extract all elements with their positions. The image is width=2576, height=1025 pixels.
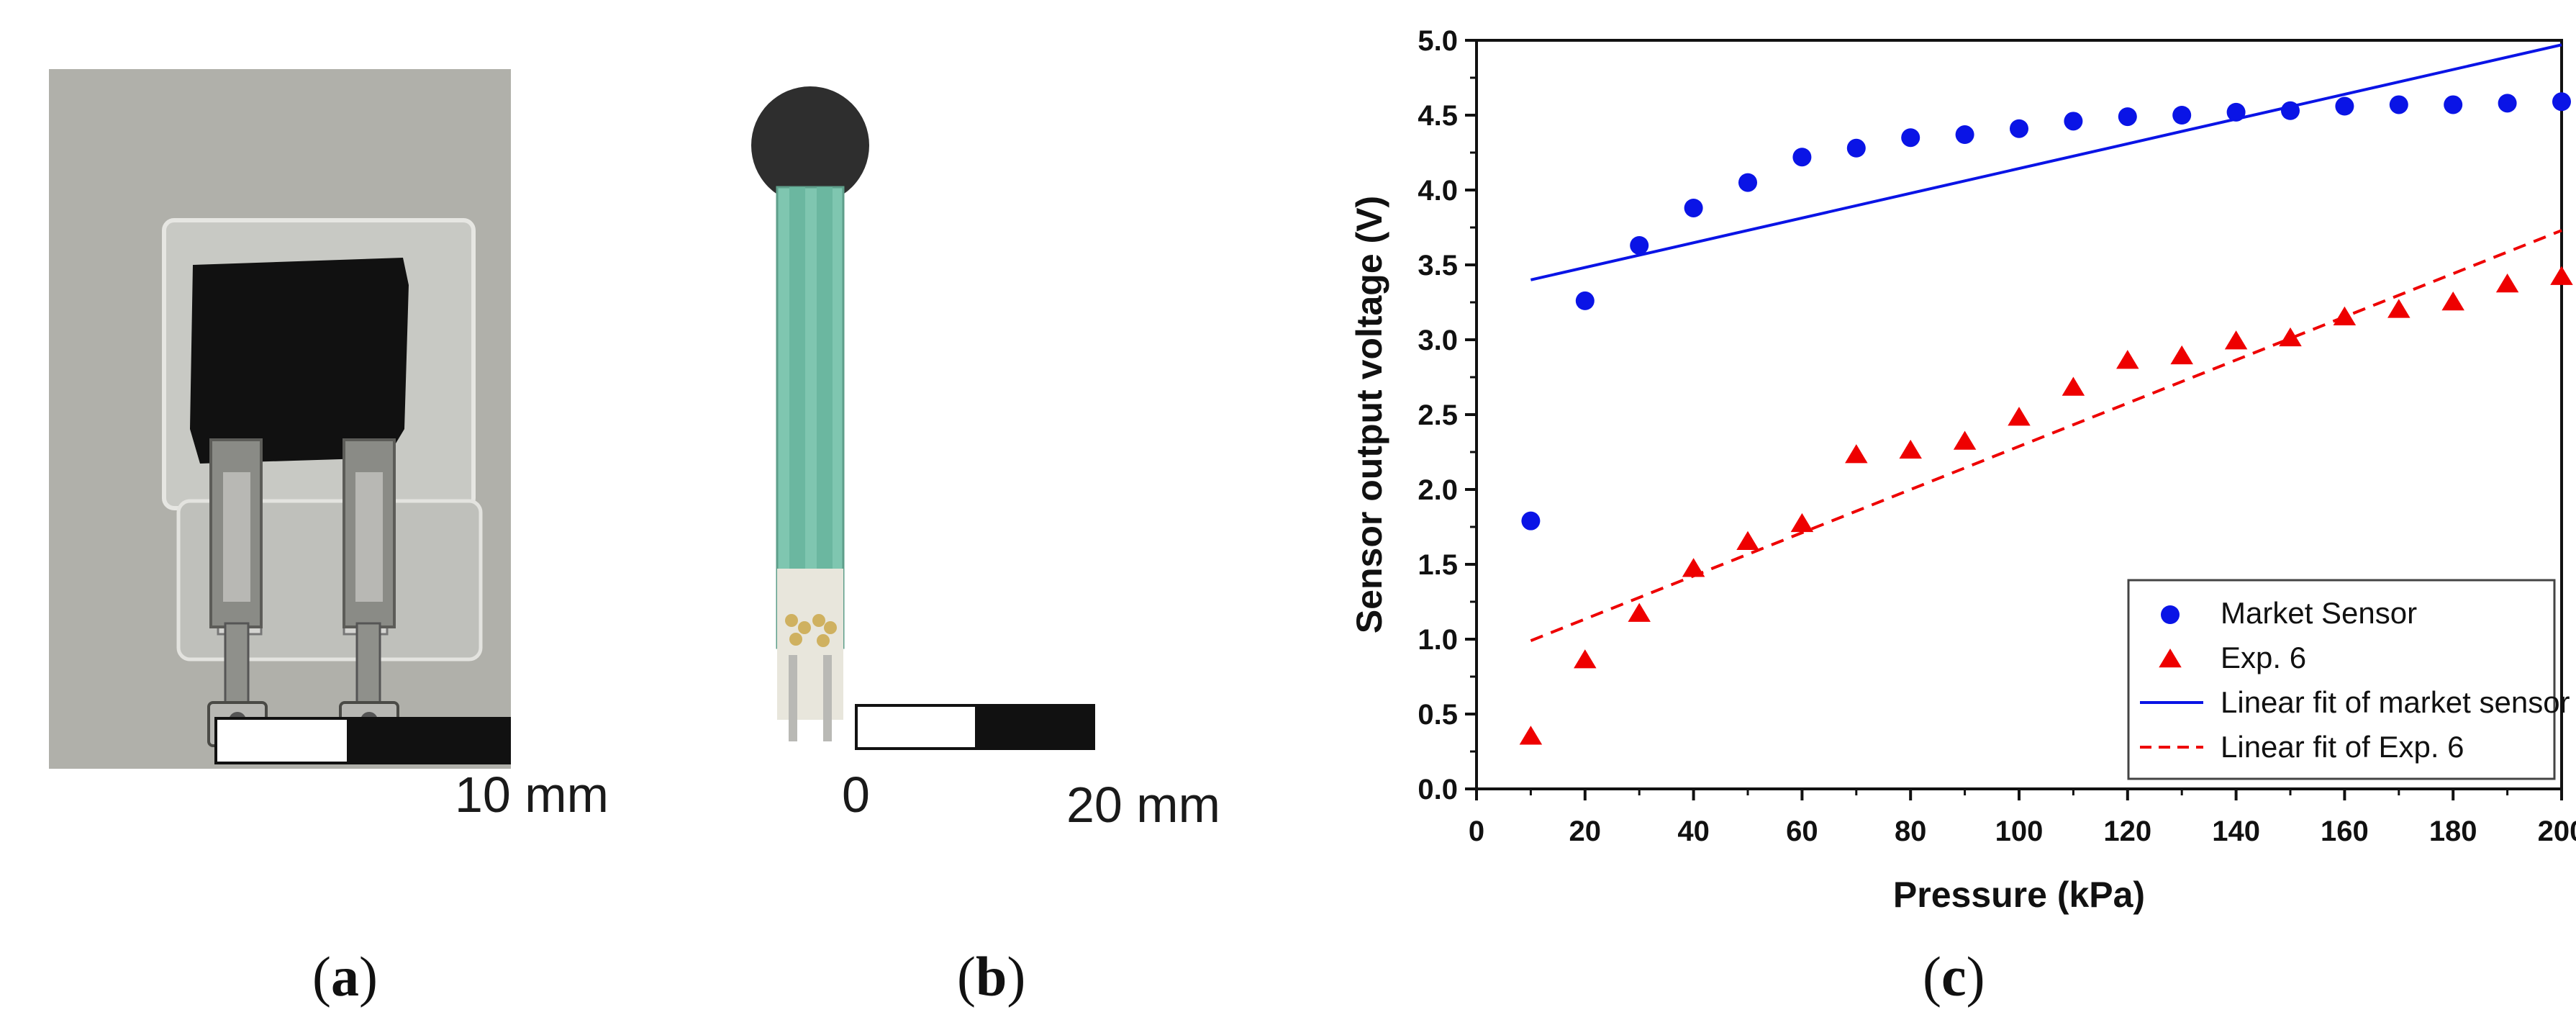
y-tick-label: 3.0 [1418, 325, 1458, 356]
point-market [1792, 148, 1812, 167]
subfigure-label-b: (b) [957, 945, 1026, 1008]
point-exp6 [2279, 327, 2302, 347]
point-market [2281, 101, 2300, 120]
x-tick-label: 140 [2212, 816, 2260, 847]
point-exp6 [2170, 345, 2193, 365]
point-market [1901, 128, 1920, 148]
point-exp6 [2224, 330, 2248, 350]
point-market [2010, 119, 2028, 138]
point-market [1738, 173, 1757, 192]
point-market [2064, 112, 2083, 131]
point-market [1630, 235, 1649, 255]
y-tick-label: 2.0 [1418, 474, 1458, 506]
point-market [2226, 102, 2246, 122]
point-exp6 [1899, 439, 1922, 459]
y-tick-label: 3.5 [1418, 250, 1458, 281]
voltage-pressure-chart: 0 20 40 60 80 100 120 140 160 180 200 0.0 0.5 1.0 1.5 2… [1349, 25, 2576, 915]
point-exp6 [1628, 602, 1651, 622]
legend-label: Exp. 6 [2221, 641, 2306, 674]
sensor-photo-a [49, 69, 512, 769]
legend-label: Linear fit of market sensor [2221, 685, 2570, 719]
point-market [2498, 94, 2517, 113]
scale-zero-b: 0 [842, 767, 870, 823]
point-market [1575, 291, 1595, 310]
point-exp6 [2441, 292, 2464, 311]
fit-line-exp6 [1530, 229, 2562, 642]
x-tick-label: 120 [2103, 816, 2151, 847]
point-market [1684, 198, 1703, 217]
point-market [2335, 96, 2354, 116]
legend-marker-exp6 [2159, 649, 2182, 668]
point-exp6 [1953, 430, 1977, 450]
scale-label-b: 20 mm [1066, 777, 1220, 833]
point-exp6 [2116, 350, 2139, 369]
x-tick-label: 100 [1995, 816, 2044, 847]
x-tick-label: 40 [1677, 816, 1710, 847]
point-exp6 [1519, 726, 1543, 745]
point-market [1521, 511, 1541, 530]
point-market [1955, 125, 1974, 145]
subfigure-label-a: (a) [312, 945, 378, 1008]
point-exp6 [1682, 558, 1705, 577]
y-tick-label: 0.5 [1418, 699, 1458, 731]
point-exp6 [2387, 299, 2411, 318]
x-axis-label: Pressure (kPa) [1893, 875, 2145, 915]
point-exp6 [1845, 444, 1868, 464]
x-tick-label: 20 [1569, 816, 1602, 847]
subfigure-label-c: (c) [1923, 945, 1985, 1008]
legend-label: Linear fit of Exp. 6 [2221, 730, 2464, 764]
point-exp6 [1736, 530, 1759, 551]
x-tick-label: 0 [1469, 816, 1484, 847]
point-market [1846, 138, 1866, 158]
y-tick-label: 2.5 [1418, 399, 1458, 431]
point-exp6 [1574, 649, 1597, 669]
x-tick-label: 60 [1786, 816, 1818, 847]
point-exp6 [2550, 266, 2573, 285]
point-exp6 [2008, 407, 2031, 426]
panel-a [49, 69, 512, 769]
point-market [2444, 95, 2463, 114]
legend-label: Market Sensor [2221, 596, 2417, 630]
point-exp6 [1790, 512, 1814, 533]
x-tick-label: 200 [2538, 816, 2576, 847]
y-tick-label: 4.0 [1418, 175, 1458, 207]
point-exp6 [2495, 274, 2519, 293]
x-tick-label: 180 [2429, 816, 2477, 847]
point-market [2389, 95, 2408, 114]
panel-b [748, 79, 1108, 763]
legend-marker-market [2161, 605, 2180, 624]
x-tick-label: 160 [2321, 816, 2369, 847]
y-tick-label: 0.0 [1418, 774, 1458, 805]
x-tick-label: 80 [1895, 816, 1927, 847]
fit-line-market [1530, 43, 2562, 281]
point-market [2118, 107, 2137, 127]
sensor-photo-b [751, 86, 1095, 750]
point-exp6 [2062, 376, 2085, 396]
y-tick-label: 5.0 [1418, 25, 1458, 57]
point-exp6 [2333, 306, 2357, 326]
y-tick-label: 1.5 [1418, 549, 1458, 581]
y-tick-label: 4.5 [1418, 100, 1458, 132]
y-tick-label: 1.0 [1418, 624, 1458, 656]
point-market [2552, 92, 2571, 112]
y-axis-label: Sensor output voltage (V) [1349, 196, 1389, 633]
scale-label-a: 10 mm [455, 767, 609, 823]
point-market [2172, 106, 2192, 125]
